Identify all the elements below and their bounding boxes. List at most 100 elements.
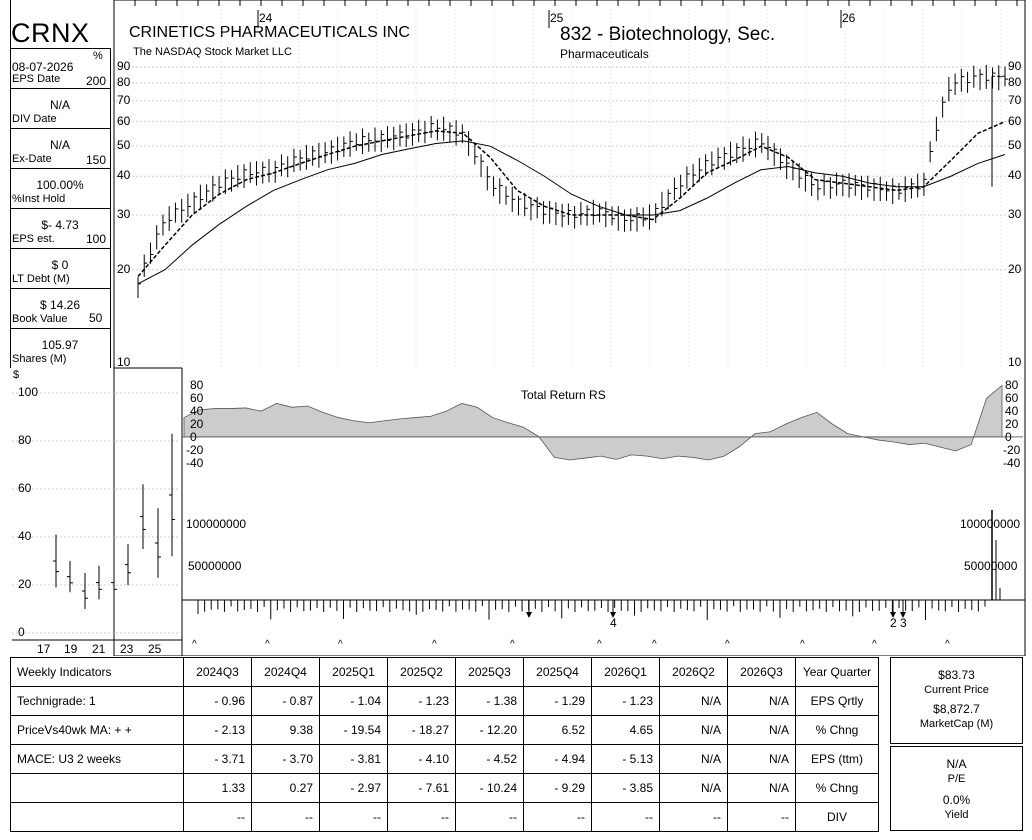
volume-bars [197,510,1001,620]
volume-tick-right: 100000000 [960,517,1021,531]
info-box-3: 100.00% %Inst Hold [10,168,110,208]
metric-label: EPS Qrtly [795,686,879,716]
event-marker-arrow [900,612,906,618]
indicator-cell: N/A [727,715,796,745]
info-value: N/A [49,98,70,112]
caret-marker: ^ [800,639,805,650]
indicator-cell: - 2.13 [183,715,252,745]
indicator-cell: - 3.70 [251,744,320,774]
volume-tick-right: 50000000 [964,559,1018,573]
inset-x-tick: 25 [148,642,162,656]
info-label: %Inst Hold [12,193,66,205]
inset-y-tick: 40 [18,529,32,543]
indicator-cell: 1.33 [183,773,252,803]
event-marker-label: 4 [610,616,617,630]
indicators-row: -- -- -- -- -- -- -- -- -- DIV [10,802,879,832]
info-label: DIV Date [12,113,57,125]
indicator-cell: 2026Q1 [591,657,660,687]
indicator-cell: -- [251,802,320,832]
info-value: 105.97 [41,338,79,352]
indicator-cell: -- [183,802,252,832]
inset-y-tick: 60 [18,481,32,495]
info-value: $- 4.73 [41,218,79,232]
pct-sign: % [93,50,103,62]
metric-label: % Chng [795,773,879,803]
moving-average-lines [137,120,1006,285]
indicators-row: PriceVs40wk MA: + + - 2.13 9.38- 19.54- 18… [10,715,879,745]
exchange-name: The NASDAQ Stock Market LLC [133,46,292,58]
indicator-cell: 2026Q3 [727,657,796,687]
indicator-cell: - 2.97 [319,773,388,803]
caret-marker: ^ [265,639,270,650]
price-bars [137,64,1008,299]
info-value: $ 14.26 [39,298,81,312]
rs-area [182,384,1023,461]
info-box-2: N/A Ex-Date [10,128,110,168]
eps-inset-chart [12,392,182,641]
price-tick-right: 60 [1008,113,1022,128]
eps-date-value: 08-07-2026 [12,60,74,74]
indicator-cell: - 1.23 [591,686,660,716]
price-tick-left: 10 [117,355,131,369]
indicator-cell: 2025Q2 [387,657,456,687]
rs-tick-right: 20 [1005,417,1019,431]
rs-tick-left: -40 [186,455,204,470]
event-marker-arrow [610,612,616,618]
yield-label: Yield [944,809,969,821]
pe-label: P/E [947,773,966,785]
indicator-label [10,773,184,803]
indicator-cell: 2025Q4 [523,657,592,687]
indicator-label: Technigrade: 1 [10,686,184,716]
indicator-cell: -- [387,802,456,832]
indicator-cell: -- [523,802,592,832]
indicator-cell: - 1.29 [523,686,592,716]
indicator-cell: - 0.87 [251,686,320,716]
indicator-cell: - 3.85 [591,773,660,803]
indicator-cell: - 7.61 [387,773,456,803]
metric-label: % Chng [795,715,879,745]
indicator-cell: - 9.29 [523,773,592,803]
indicator-cell: N/A [659,744,728,774]
inset-y-tick: 100 [18,385,39,399]
company-name: CRINETICS PHARMACEUTICALS INC [129,24,410,41]
inset-y-tick: 80 [18,433,32,447]
rs-tick-left: 0 [190,429,197,444]
price-tick-left: 20 [117,261,131,276]
indicator-label: Weekly Indicators [10,657,184,687]
price-tick-left: 90 [117,59,131,73]
market-cap-label: MarketCap (M) [919,718,994,730]
info-value: N/A [49,138,70,152]
info-value: $ 0 [51,258,69,272]
info-label: EPS est. [12,233,55,245]
rs-area-path [183,384,1003,461]
indicator-cell: -- [455,802,524,832]
price-tick-right: 10 [1008,355,1022,369]
price-tick-right: 80 [1008,74,1022,89]
info-value: 100.00% [36,178,84,192]
info-box-4: $- 4.73 EPS est. [10,208,110,248]
price-tick-left: 50 [117,138,131,153]
year-label: 25 [550,11,564,25]
pct-tick-100: 100 [86,232,107,246]
indicator-cell: N/A [727,773,796,803]
pe-value: N/A [946,757,967,771]
indicator-cell: - 18.27 [387,715,456,745]
indicator-cell: -- [319,802,388,832]
inset-y-tick: 0 [18,625,25,639]
left-panel-separator [110,48,111,368]
indicator-label [10,802,184,832]
inset-y-tick: 20 [18,577,32,591]
ma40-line [137,140,1006,285]
rs-tick-left: -20 [186,442,204,457]
info-box-5: $ 0 LT Debt (M) [10,248,110,288]
indicator-cell: - 4.10 [387,744,456,774]
current-price: $83.73 [938,668,975,682]
rs-tick-left: 60 [190,391,204,406]
info-box-7: 105.97 Shares (M) [10,328,110,368]
info-label: Ex-Date [12,153,52,165]
price-tick-right: 40 [1008,168,1022,183]
ma10-line [137,120,1006,278]
indicator-cell: - 0.96 [183,686,252,716]
metric-label: DIV [795,802,879,832]
inset-dollar: $ [13,369,20,381]
